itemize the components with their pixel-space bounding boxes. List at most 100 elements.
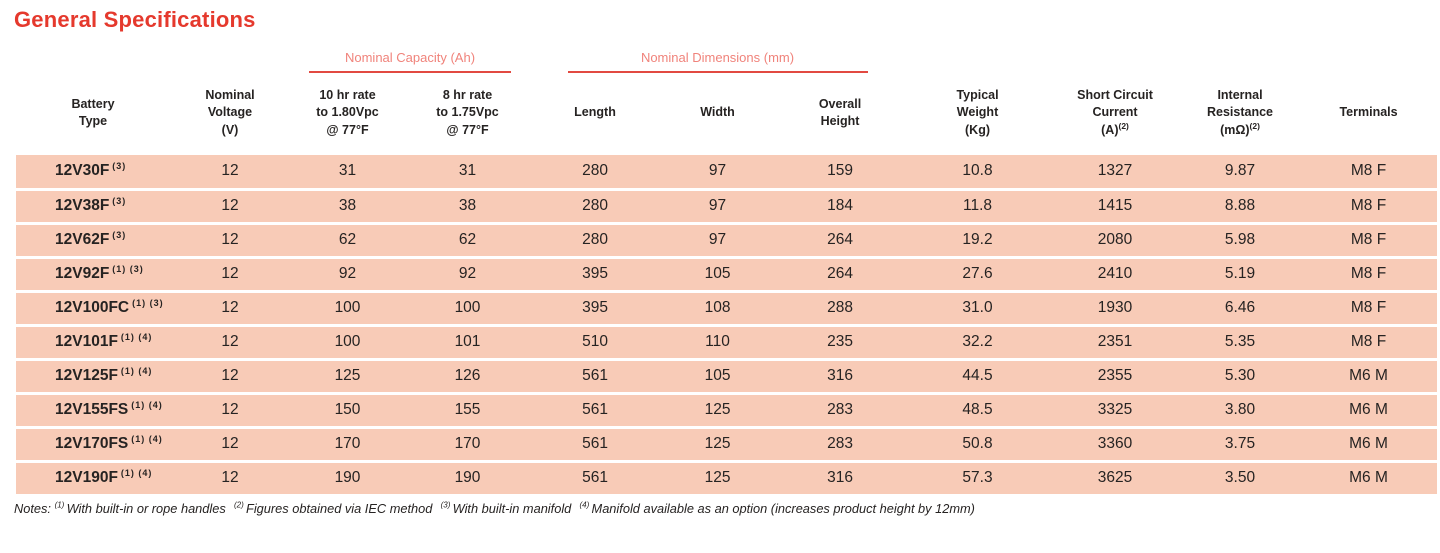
cell-internal-resistance: 6.46 [1180, 291, 1301, 327]
column-header-short-circuit: Short Circuit Current (A)(2) [1077, 88, 1153, 137]
cell-capacity-8hr: 170 [405, 427, 531, 463]
cell-capacity-10hr: 170 [290, 427, 405, 463]
cell-width: 105 [660, 257, 776, 293]
cell-short-circuit: 1415 [1050, 189, 1181, 225]
cell-capacity-10hr: 38 [290, 189, 405, 225]
cell-terminals: M8 F [1300, 223, 1438, 259]
cell-capacity-8hr: 126 [405, 359, 531, 395]
cell-internal-resistance: 5.19 [1180, 257, 1301, 293]
cell-overall-height: 235 [775, 325, 906, 361]
cell-typical-weight: 10.8 [905, 155, 1051, 191]
table-row: 12V170FS (1) (4) 12 170 170 561 125 283 50.8 3360… [16, 427, 1438, 463]
cell-capacity-10hr: 100 [290, 291, 405, 327]
group-header-row: Nominal Capacity (Ah) Nominal Dimensions… [16, 39, 1437, 75]
battery-name: 12V170FS [55, 435, 129, 452]
cell-terminals: M8 F [1300, 291, 1438, 327]
column-header-capacity-8hr: 8 hr rate to 1.75Vpc @ 77°F [436, 88, 499, 137]
cell-nominal-voltage: 12 [170, 325, 290, 361]
battery-name: 12V125F [55, 367, 118, 384]
cell-internal-resistance: 5.98 [1180, 223, 1301, 259]
cell-typical-weight: 57.3 [905, 461, 1051, 497]
cell-width: 97 [660, 155, 776, 191]
cell-nominal-voltage: 12 [170, 461, 290, 497]
battery-name: 12V62F [55, 231, 110, 248]
cell-capacity-10hr: 100 [290, 325, 405, 361]
group-header-dimensions: Nominal Dimensions (mm) [567, 50, 868, 73]
cell-capacity-8hr: 100 [405, 291, 531, 327]
cell-length: 280 [530, 189, 661, 225]
cell-internal-resistance: 8.88 [1180, 189, 1301, 225]
cell-capacity-8hr: 101 [405, 325, 531, 361]
column-header-row: Battery Type Nominal Voltage (V) 10 hr rat… [16, 75, 1437, 155]
cell-internal-resistance: 5.35 [1180, 325, 1301, 361]
cell-nominal-voltage: 12 [170, 359, 290, 395]
cell-terminals: M8 F [1300, 189, 1438, 225]
column-header-typical-weight: Typical Weight (Kg) [956, 88, 999, 137]
cell-length: 510 [530, 325, 661, 361]
cell-typical-weight: 32.2 [905, 325, 1051, 361]
cell-capacity-8hr: 190 [405, 461, 531, 497]
battery-type-cell: 12V101F (1) (4) [16, 325, 170, 361]
cell-nominal-voltage: 12 [170, 427, 290, 463]
footnote-item: (4) Manifold available as an option (inc… [577, 500, 975, 516]
cell-width: 125 [660, 393, 776, 429]
cell-terminals: M8 F [1300, 257, 1438, 293]
cell-terminals: M8 F [1300, 325, 1438, 361]
cell-terminals: M6 M [1300, 393, 1438, 429]
specs-table: Nominal Capacity (Ah) Nominal Dimensions… [16, 39, 1438, 497]
cell-length: 561 [530, 427, 661, 463]
cell-width: 125 [660, 427, 776, 463]
table-row: 12V155FS (1) (4) 12 150 155 561 125 283 48.5 3325… [16, 393, 1438, 429]
group-header-capacity-cell: Nominal Capacity (Ah) [290, 39, 530, 75]
battery-type-cell: 12V30F (3) [16, 155, 170, 191]
cell-length: 395 [530, 257, 661, 293]
cell-terminals: M6 M [1300, 427, 1438, 463]
column-header-battery-type: Battery Type [71, 96, 115, 128]
cell-short-circuit: 2351 [1050, 325, 1181, 361]
spec-sheet-page: General Specifications Nominal Capacity … [0, 7, 1440, 553]
cell-capacity-8hr: 31 [405, 155, 531, 191]
table-row: 12V190F (1) (4) 12 190 190 561 125 316 57.3 3625 3… [16, 461, 1438, 497]
table-row: 12V101F (1) (4) 12 100 101 510 110 235 32.2 2351 5… [16, 325, 1438, 361]
battery-type-cell: 12V92F (1) (3) [16, 257, 170, 293]
column-header-length: Length [574, 105, 616, 120]
cell-short-circuit: 2080 [1050, 223, 1181, 259]
table-row: 12V92F (1) (3) 12 92 92 395 105 264 27.6 2410 5.19… [16, 257, 1438, 293]
battery-name: 12V38F [55, 197, 110, 214]
cell-short-circuit: 3625 [1050, 461, 1181, 497]
cell-width: 97 [660, 223, 776, 259]
footnote-item: (3) With built-in manifold [438, 500, 572, 516]
footnote-item: (1) With built-in or rope handles [54, 500, 226, 516]
battery-type-cell: 12V38F (3) [16, 189, 170, 225]
cell-typical-weight: 11.8 [905, 189, 1051, 225]
cell-length: 280 [530, 223, 661, 259]
cell-short-circuit: 1930 [1050, 291, 1181, 327]
battery-type-cell: 12V62F (3) [16, 223, 170, 259]
battery-footnote-marker: (3) [112, 195, 127, 206]
cell-internal-resistance: 5.30 [1180, 359, 1301, 395]
battery-footnote-marker: (1) (4) [131, 399, 163, 410]
cell-terminals: M6 M [1300, 359, 1438, 395]
column-header-nominal-voltage: Nominal Voltage (V) [205, 88, 255, 137]
notes: Notes: (1) With built-in or rope handles… [14, 501, 1440, 516]
cell-length: 561 [530, 359, 661, 395]
cell-internal-resistance: 3.75 [1180, 427, 1301, 463]
battery-name: 12V155FS [55, 401, 129, 418]
cell-overall-height: 283 [775, 427, 906, 463]
cell-internal-resistance: 3.50 [1180, 461, 1301, 497]
table-row: 12V100FC (1) (3) 12 100 100 395 108 288 31.0 1930… [16, 291, 1438, 327]
cell-short-circuit: 3325 [1050, 393, 1181, 429]
cell-length: 280 [530, 155, 661, 191]
battery-type-cell: 12V170FS (1) (4) [16, 427, 170, 463]
column-header-overall-height: Overall Height [818, 96, 862, 128]
battery-footnote-marker: (1) (4) [120, 331, 153, 342]
cell-nominal-voltage: 12 [170, 223, 290, 259]
column-header-terminals: Terminals [1339, 105, 1398, 120]
battery-footnote-marker: (1) (3) [112, 263, 144, 274]
cell-terminals: M8 F [1300, 155, 1438, 191]
group-header-capacity: Nominal Capacity (Ah) [309, 50, 511, 73]
battery-name: 12V30F [55, 162, 110, 180]
cell-capacity-10hr: 31 [290, 155, 405, 191]
notes-prefix: Notes: [14, 500, 51, 516]
